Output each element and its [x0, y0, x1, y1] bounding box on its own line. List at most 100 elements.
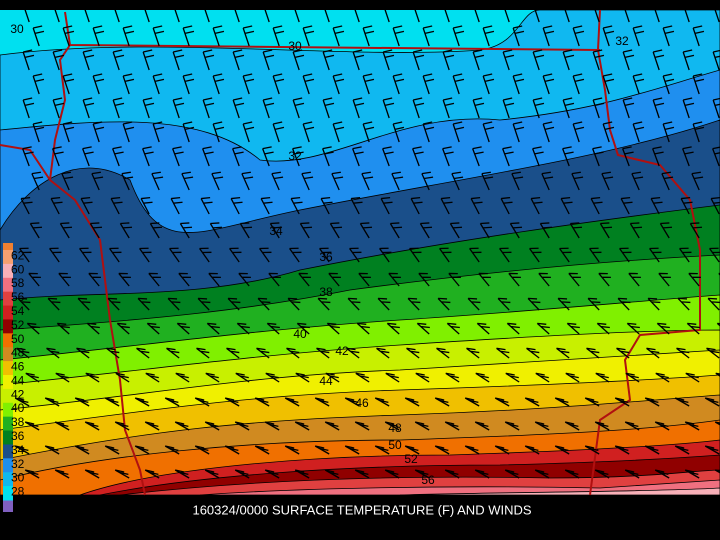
- wind-barb: [620, 196, 633, 215]
- wind-barb: [62, 121, 75, 143]
- wind-barb: [512, 121, 525, 143]
- wind-barb: [566, 322, 580, 335]
- wind-barb: [469, 247, 482, 263]
- wind-barb: [376, 347, 390, 359]
- wind-barb: [380, 196, 393, 215]
- wind-barb: [194, 445, 210, 455]
- contour-label: 38: [319, 285, 333, 299]
- wind-barb: [172, 97, 185, 119]
- wind-barb: [91, 171, 104, 191]
- wind-barb: [404, 445, 420, 455]
- wind-barb: [361, 171, 374, 191]
- legend-swatch: [3, 375, 13, 390]
- contour-label: 34: [269, 224, 283, 238]
- wind-barb: [712, 1, 720, 23]
- wind-barb: [302, 25, 315, 47]
- legend-swatch: [3, 305, 13, 320]
- wind-barb: [24, 469, 40, 479]
- wind-barb: [151, 171, 164, 191]
- wind-barb: [139, 247, 152, 263]
- contour-label: 46: [355, 396, 369, 410]
- wind-barb: [322, 49, 335, 71]
- wind-barb: [88, 272, 101, 287]
- wind-barb: [104, 445, 120, 455]
- contour-label: 50: [388, 438, 402, 452]
- wind-barb: [92, 121, 105, 143]
- wind-barb: [164, 397, 180, 407]
- wind-barb: [482, 73, 495, 95]
- wind-barb: [344, 445, 360, 455]
- wind-barb: [52, 1, 65, 23]
- wind-barb: [212, 121, 225, 143]
- wind-barb: [692, 121, 705, 143]
- legend-label: 50: [11, 332, 25, 346]
- wind-barb: [464, 445, 480, 455]
- wind-barb: [104, 397, 120, 407]
- wind-barb: [52, 49, 65, 71]
- border: [0, 144, 51, 181]
- wind-barb: [56, 322, 70, 335]
- wind-barb: [500, 196, 513, 215]
- legend-label: 38: [11, 415, 25, 429]
- wind-barb: [439, 247, 452, 263]
- wind-barb: [444, 469, 460, 479]
- wind-barb: [532, 97, 545, 119]
- wind-barb: [328, 272, 341, 287]
- wind-barb: [290, 196, 303, 215]
- wind-barb: [512, 73, 525, 95]
- wind-barb: [682, 97, 695, 119]
- wind-barb: [181, 171, 194, 191]
- wind-barb: [329, 222, 343, 239]
- wind-barb: [112, 146, 124, 167]
- wind-barb: [209, 222, 223, 239]
- wind-barb: [89, 222, 103, 239]
- legend-cap: [3, 243, 13, 250]
- wind-barb: [167, 297, 181, 311]
- wind-barb: [49, 247, 62, 263]
- wind-barb: [704, 397, 720, 407]
- wind-barb: [412, 97, 425, 119]
- wind-barb: [479, 222, 493, 239]
- wind-barb: [254, 445, 270, 455]
- wind-barb: [572, 121, 585, 143]
- wind-barb: [392, 25, 405, 47]
- wind-barb: [504, 421, 520, 431]
- wind-barb: [568, 272, 581, 287]
- wind-barb: [472, 146, 484, 167]
- wind-barb: [686, 322, 700, 335]
- wind-barb: [562, 97, 575, 119]
- wind-barb: [374, 445, 390, 455]
- wind-barb: [502, 49, 515, 71]
- wind-barb: [452, 121, 465, 143]
- wind-barb: [272, 121, 285, 143]
- wind-barb: [234, 421, 250, 431]
- wind-barb: [476, 322, 490, 335]
- wind-barb: [295, 372, 310, 383]
- wind-barb: [254, 397, 270, 407]
- wind-barb: [684, 469, 700, 479]
- wind-barb: [554, 397, 570, 407]
- wind-barb: [55, 372, 70, 383]
- wind-barb: [32, 25, 45, 47]
- wind-barb: [202, 1, 215, 23]
- legend-swatch: [3, 319, 13, 334]
- wind-barb: [272, 25, 285, 47]
- wind-barb: [712, 146, 720, 167]
- wind-barb: [436, 347, 450, 359]
- wind-barb: [482, 25, 495, 47]
- wind-barb: [294, 469, 310, 479]
- wind-barb: [152, 73, 165, 95]
- wind-barb: [32, 73, 45, 95]
- wind-barb: [541, 171, 554, 191]
- wind-barb: [292, 49, 305, 71]
- wind-barb: [382, 146, 394, 167]
- wind-barb: [632, 121, 645, 143]
- wind-barb: [358, 272, 371, 287]
- wind-barb: [624, 469, 640, 479]
- wind-barb: [142, 146, 154, 167]
- wind-barb: [232, 1, 245, 23]
- wind-barb: [317, 297, 331, 311]
- wind-barb: [419, 222, 433, 239]
